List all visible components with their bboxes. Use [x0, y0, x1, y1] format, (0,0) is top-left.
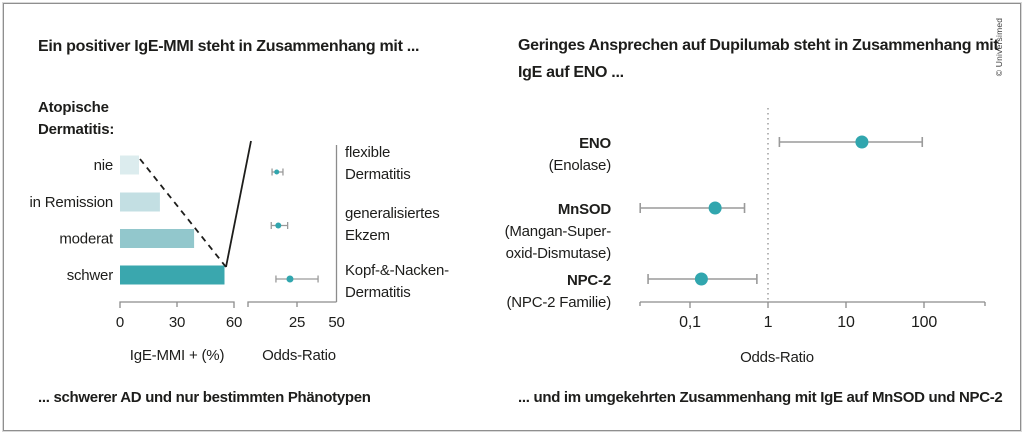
odds-ratio-point [694, 272, 708, 286]
odds-ratio-point [274, 169, 280, 175]
bar-group-label: Atopische Dermatitis: [38, 97, 114, 141]
left-forest-row-label: Dermatitis [345, 284, 411, 301]
bar-category-label: in Remission [30, 194, 113, 211]
right-forest-row-subname: (Mangan-Super- [505, 223, 612, 240]
right-forest-x-axis [639, 301, 986, 306]
right-forest-row-name: ENO [579, 135, 611, 152]
left-forest-x-tick-label: 50 [328, 314, 344, 331]
right-title-line1: Geringes Ansprechen auf Dupilumab steht … [518, 37, 999, 54]
right-forest-x-tick-label: 100 [911, 314, 937, 331]
left-forest-row-label: Kopf-&-Nacken- [345, 262, 449, 279]
bar-x-tick-label: 60 [226, 314, 242, 331]
bar-category-label: nie [94, 157, 113, 174]
left-panel-caption: ... schwerer AD und nur bestimmten Phäno… [38, 389, 371, 406]
left-forest-row-label: generalisiertes [345, 205, 440, 222]
left-forest-row-label: Ekzem [345, 227, 390, 244]
bar-category-label: schwer [67, 267, 114, 284]
odds-ratio-point [286, 275, 294, 283]
bar-group-label-line1: Atopische [38, 99, 109, 116]
right-forest-x-axis-label: Odds-Ratio [740, 349, 814, 366]
connector-line [225, 140, 252, 268]
right-forest-x-tick-label: 0,1 [679, 314, 701, 331]
right-forest-row-subname: (NPC-2 Familie) [506, 294, 611, 311]
right-forest-x-tick-label: 10 [837, 314, 855, 331]
odds-ratio-point [708, 201, 722, 215]
odds-ratio-point [855, 135, 869, 149]
left-forest-x-tick-label: 25 [289, 314, 305, 331]
copyright-credit: © Universimed [994, 17, 1004, 77]
left-panel-title: Ein positiver IgE-MMI steht in Zusammenh… [38, 38, 420, 55]
bar-schwer [120, 265, 225, 285]
bar-x-axis [119, 301, 235, 308]
right-panel-caption: ... und im umgekehrten Zusammenhang mit … [518, 389, 1003, 406]
bar-category-label: moderat [59, 231, 114, 248]
odds-ratio-point [275, 222, 282, 229]
right-forest-row-subname: oxid-Dismutase) [506, 245, 612, 262]
right-forest-row-subname: (Enolase) [549, 157, 612, 174]
right-forest-row-name: NPC-2 [567, 272, 611, 289]
bar-x-axis-label: IgE-MMI + (%) [129, 347, 225, 364]
right-forest-row-name: MnSOD [558, 201, 612, 218]
trend-dashed-line [139, 158, 227, 268]
left-forest-x-axis-label: Odds-Ratio [262, 347, 336, 364]
bar-moderat [120, 229, 195, 248]
right-forest-x-tick-label: 1 [764, 314, 773, 331]
bar-x-tick-label: 30 [169, 314, 185, 331]
right-panel-title: Geringes Ansprechen auf Dupilumab steht … [518, 32, 999, 86]
bar-group-label-line2: Dermatitis: [38, 121, 115, 138]
left-forest-row-label: Dermatitis [345, 166, 411, 183]
bar-nie [120, 155, 139, 175]
right-title-line2: IgE auf ENO ... [518, 64, 624, 81]
left-forest-row-label: flexible [345, 144, 390, 161]
bar-in-Remission [120, 192, 160, 212]
left-forest-x-axis [247, 301, 337, 307]
bar-x-tick-label: 0 [116, 314, 124, 331]
